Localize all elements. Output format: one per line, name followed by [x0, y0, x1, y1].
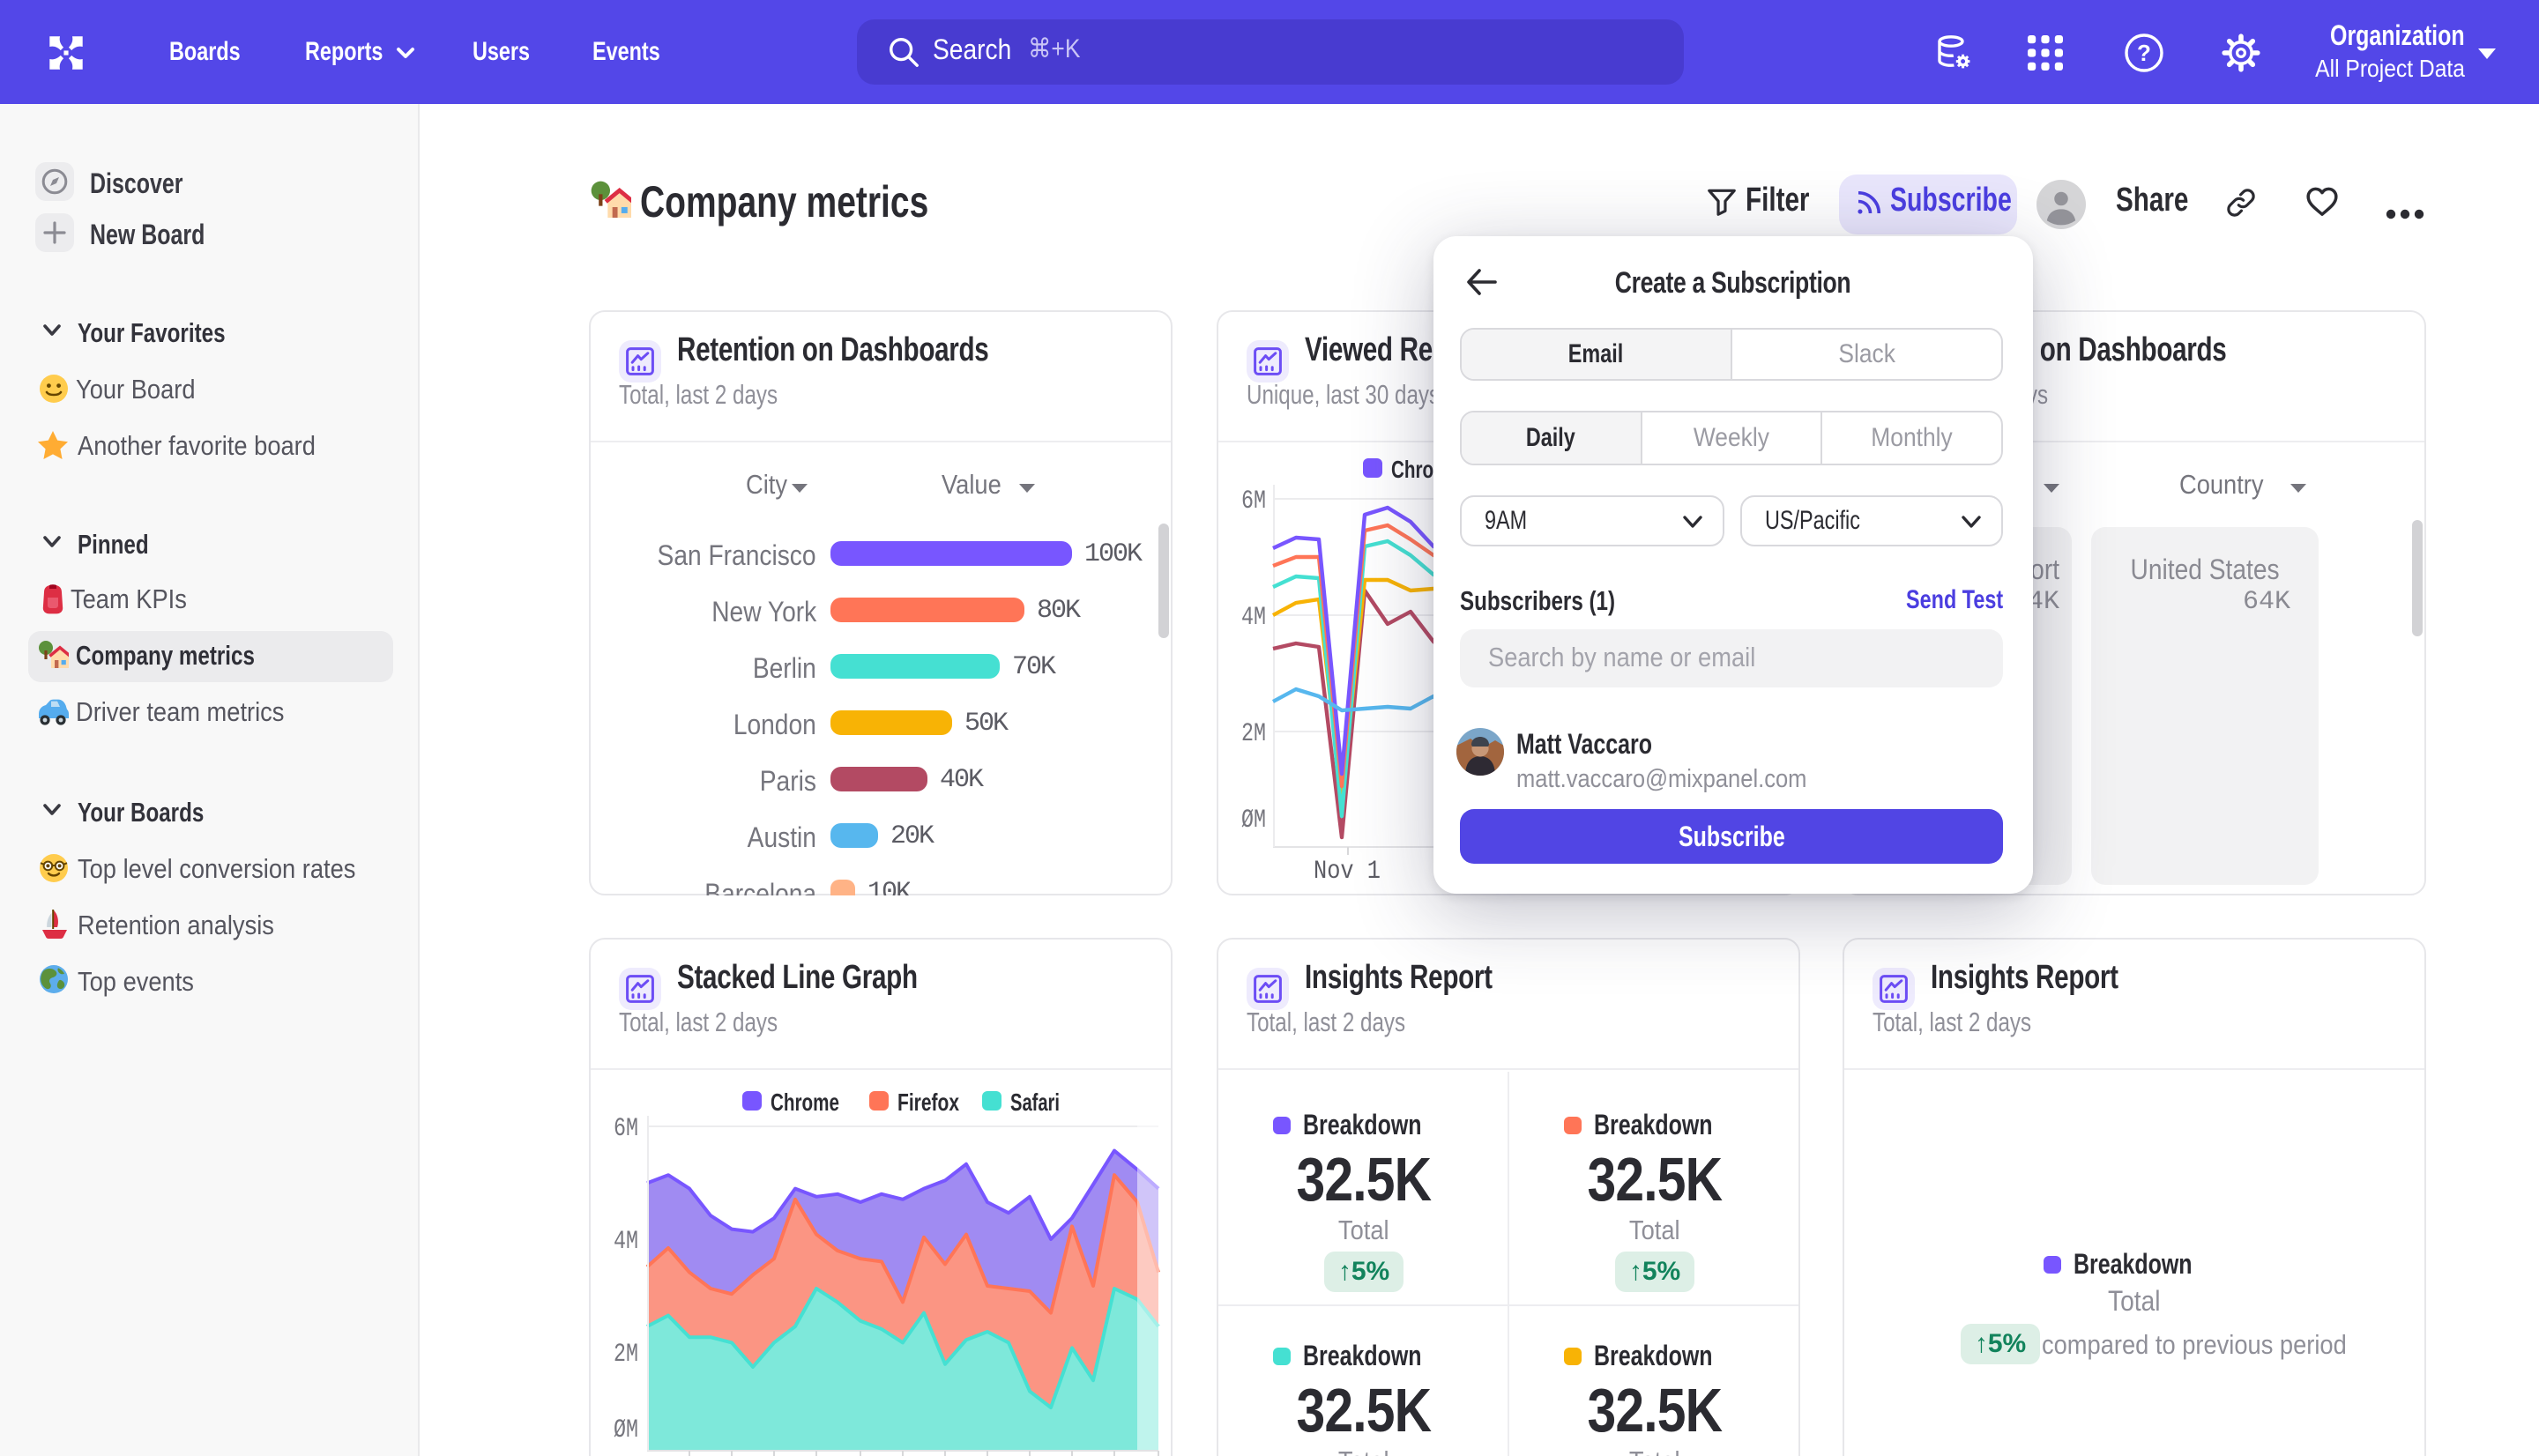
- svg-text:ØM: ØM: [614, 1415, 638, 1445]
- svg-text:Nov 1: Nov 1: [1314, 857, 1381, 887]
- svg-text:4M: 4M: [1241, 603, 1266, 633]
- svg-text:6M: 6M: [614, 1114, 638, 1144]
- svg-text:Firefox: Firefox: [897, 1088, 959, 1116]
- svg-text:ØM: ØM: [1241, 806, 1266, 836]
- svg-text:6M: 6M: [1241, 487, 1266, 516]
- svg-text:?: ?: [2137, 40, 2151, 66]
- svg-text:4M: 4M: [614, 1227, 638, 1257]
- svg-text:2M: 2M: [1241, 719, 1266, 749]
- svg-text:2M: 2M: [614, 1340, 638, 1370]
- svg-text:Chrome: Chrome: [771, 1088, 839, 1116]
- svg-text:Safari: Safari: [1010, 1088, 1060, 1116]
